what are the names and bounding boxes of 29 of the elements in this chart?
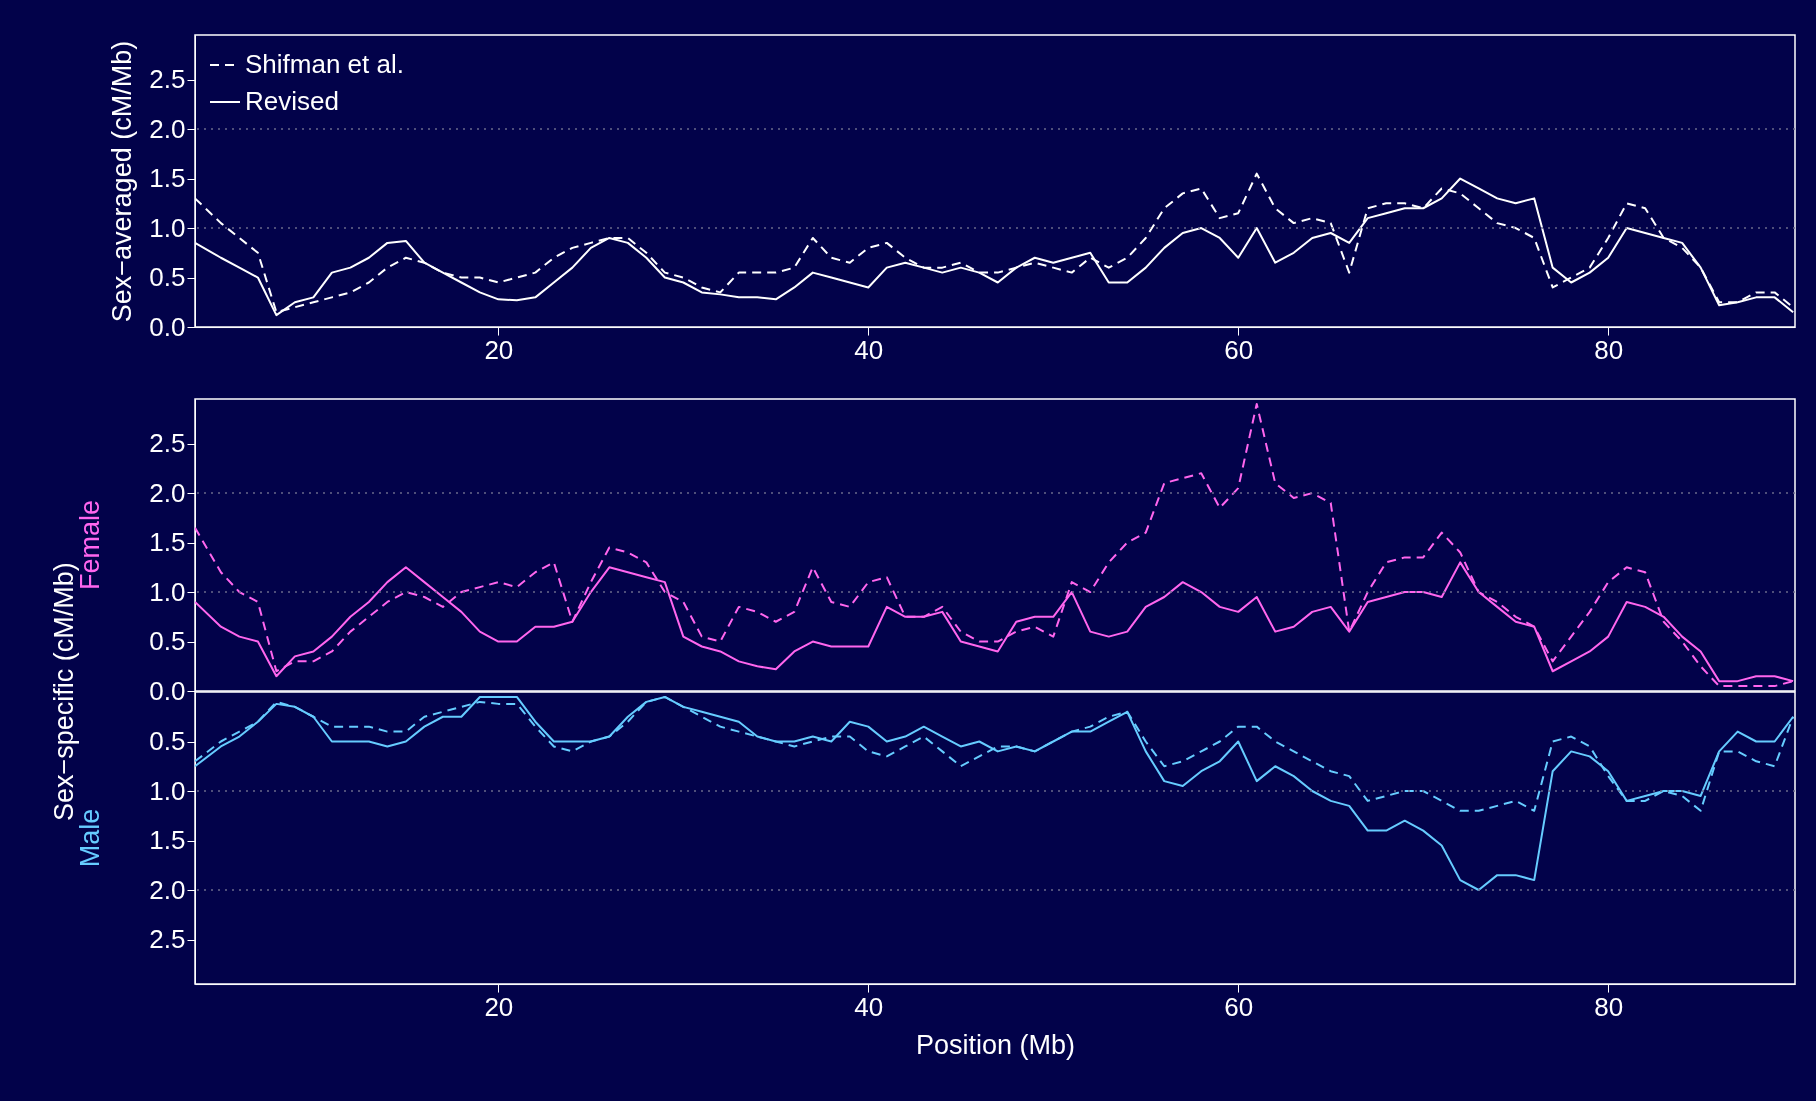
x-tick-label: 40 bbox=[854, 991, 884, 1022]
x-tick-label: 60 bbox=[1224, 334, 1254, 365]
y-axis-title: Sex−averaged (cM/Mb) bbox=[107, 40, 138, 323]
y-tick-label: 1.5 bbox=[149, 825, 186, 855]
x-tick-label: 80 bbox=[1594, 991, 1624, 1022]
y-tick-label: 1.5 bbox=[149, 527, 186, 558]
y-tick-label: 2.0 bbox=[149, 477, 186, 508]
x-tick-label: 40 bbox=[854, 334, 884, 365]
y-tick-label: 2.5 bbox=[149, 428, 186, 459]
x-tick-label: 80 bbox=[1594, 334, 1624, 365]
y-tick-label: 0.5 bbox=[149, 262, 186, 293]
y-tick-label: 2.0 bbox=[149, 874, 186, 905]
x-tick-label: 60 bbox=[1224, 991, 1254, 1022]
y-tick-label: 1.0 bbox=[149, 775, 186, 806]
legend-label: Revised bbox=[245, 86, 339, 116]
y-tick-label: 2.0 bbox=[149, 113, 186, 144]
y-tick-label: 0.0 bbox=[149, 311, 186, 342]
y-tick-label: 0.0 bbox=[149, 675, 186, 706]
x-axis-title: Position (Mb) bbox=[915, 1029, 1076, 1060]
y-tick-label: 0.5 bbox=[149, 626, 186, 657]
legend-label: Shifman et al. bbox=[245, 49, 404, 79]
y-tick-label: 1.0 bbox=[149, 212, 186, 243]
y-tick-label: 1.0 bbox=[149, 576, 186, 607]
y-tick-label: 2.5 bbox=[149, 924, 186, 954]
x-tick-label: 20 bbox=[484, 991, 514, 1022]
y-tick-label: 0.5 bbox=[149, 726, 186, 756]
y-tick-label: 2.5 bbox=[149, 64, 186, 95]
x-tick-label: 20 bbox=[484, 334, 514, 365]
y-tick-label: 1.5 bbox=[149, 163, 186, 194]
